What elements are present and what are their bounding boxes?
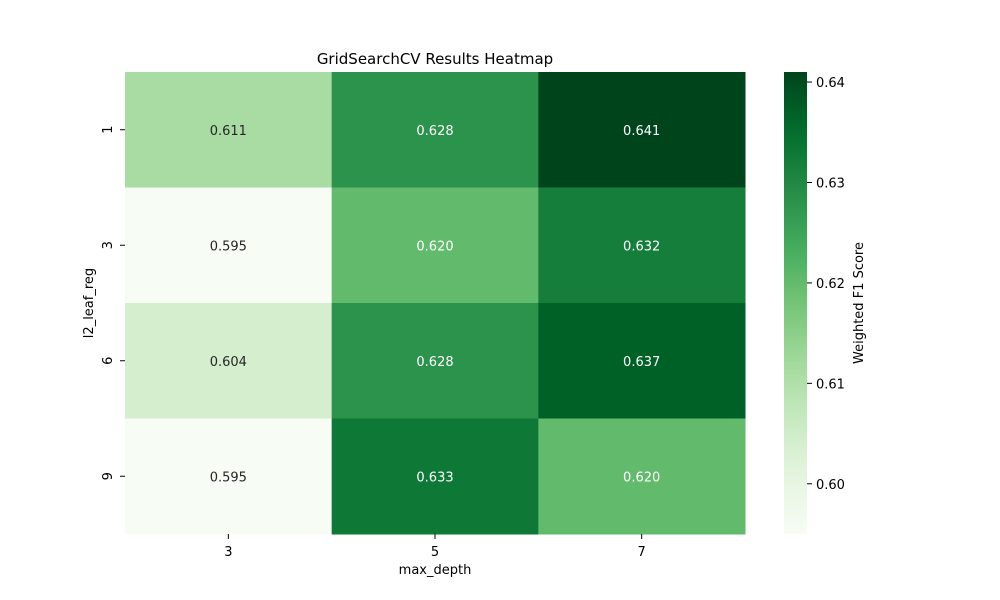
x-axis: 3 5 7 bbox=[224, 534, 646, 560]
heatmap-cells bbox=[125, 72, 746, 535]
cell-value-label: 0.620 bbox=[623, 470, 660, 485]
heatmap-cell bbox=[331, 418, 539, 535]
cell-value-label: 0.595 bbox=[210, 470, 247, 485]
x-tick-label: 7 bbox=[638, 545, 646, 560]
colorbar-tick-label: 0.63 bbox=[816, 176, 845, 191]
heatmap-cell bbox=[125, 418, 333, 535]
colorbar-tick-label: 0.62 bbox=[816, 277, 845, 292]
colorbar-tick-label: 0.64 bbox=[816, 76, 845, 91]
heatmap-cell bbox=[538, 187, 746, 304]
chart-title: GridSearchCV Results Heatmap bbox=[317, 50, 553, 68]
y-axis: 1 3 6 9 bbox=[101, 126, 125, 480]
cell-value-label: 0.611 bbox=[210, 124, 247, 139]
heatmap-cell bbox=[538, 72, 746, 188]
heatmap-cell bbox=[125, 72, 333, 188]
heatmap-cell bbox=[125, 303, 333, 419]
y-axis-label: l2_leaf_reg bbox=[82, 268, 97, 338]
cell-value-label: 0.632 bbox=[623, 239, 660, 254]
colorbar-tick-label: 0.60 bbox=[816, 478, 845, 493]
cell-value-label: 0.628 bbox=[416, 124, 453, 139]
x-axis-label: max_depth bbox=[399, 563, 472, 578]
colorbar-ticks: 0.60 0.61 0.62 0.63 0.64 bbox=[807, 76, 845, 493]
cell-value-label: 0.595 bbox=[210, 239, 247, 254]
cell-value-label: 0.633 bbox=[416, 470, 453, 485]
y-tick-label: 3 bbox=[101, 241, 116, 249]
x-tick-label: 3 bbox=[224, 545, 232, 560]
cell-value-label: 0.637 bbox=[623, 355, 660, 370]
cell-value-label: 0.641 bbox=[623, 124, 660, 139]
y-tick-label: 1 bbox=[101, 126, 116, 134]
cell-value-label: 0.620 bbox=[416, 239, 453, 254]
cell-value-label: 0.628 bbox=[416, 355, 453, 370]
heatmap-cell bbox=[331, 72, 539, 188]
x-tick-label: 5 bbox=[431, 545, 439, 560]
colorbar-tick-label: 0.61 bbox=[816, 377, 845, 392]
heatmap-cell bbox=[331, 303, 539, 419]
colorbar-label: Weighted F1 Score bbox=[852, 242, 867, 364]
heatmap-cell bbox=[538, 418, 746, 535]
heatmap-cell bbox=[331, 187, 539, 304]
y-tick-label: 6 bbox=[101, 357, 116, 365]
heatmap-cell bbox=[125, 187, 333, 304]
heatmap-annotations: 0.611 0.628 0.641 0.595 0.620 0.632 0.604 0.628… bbox=[210, 124, 661, 486]
cell-value-label: 0.604 bbox=[210, 355, 247, 370]
y-tick-label: 9 bbox=[101, 472, 116, 480]
colorbar bbox=[784, 72, 807, 534]
heatmap-cell bbox=[538, 303, 746, 419]
